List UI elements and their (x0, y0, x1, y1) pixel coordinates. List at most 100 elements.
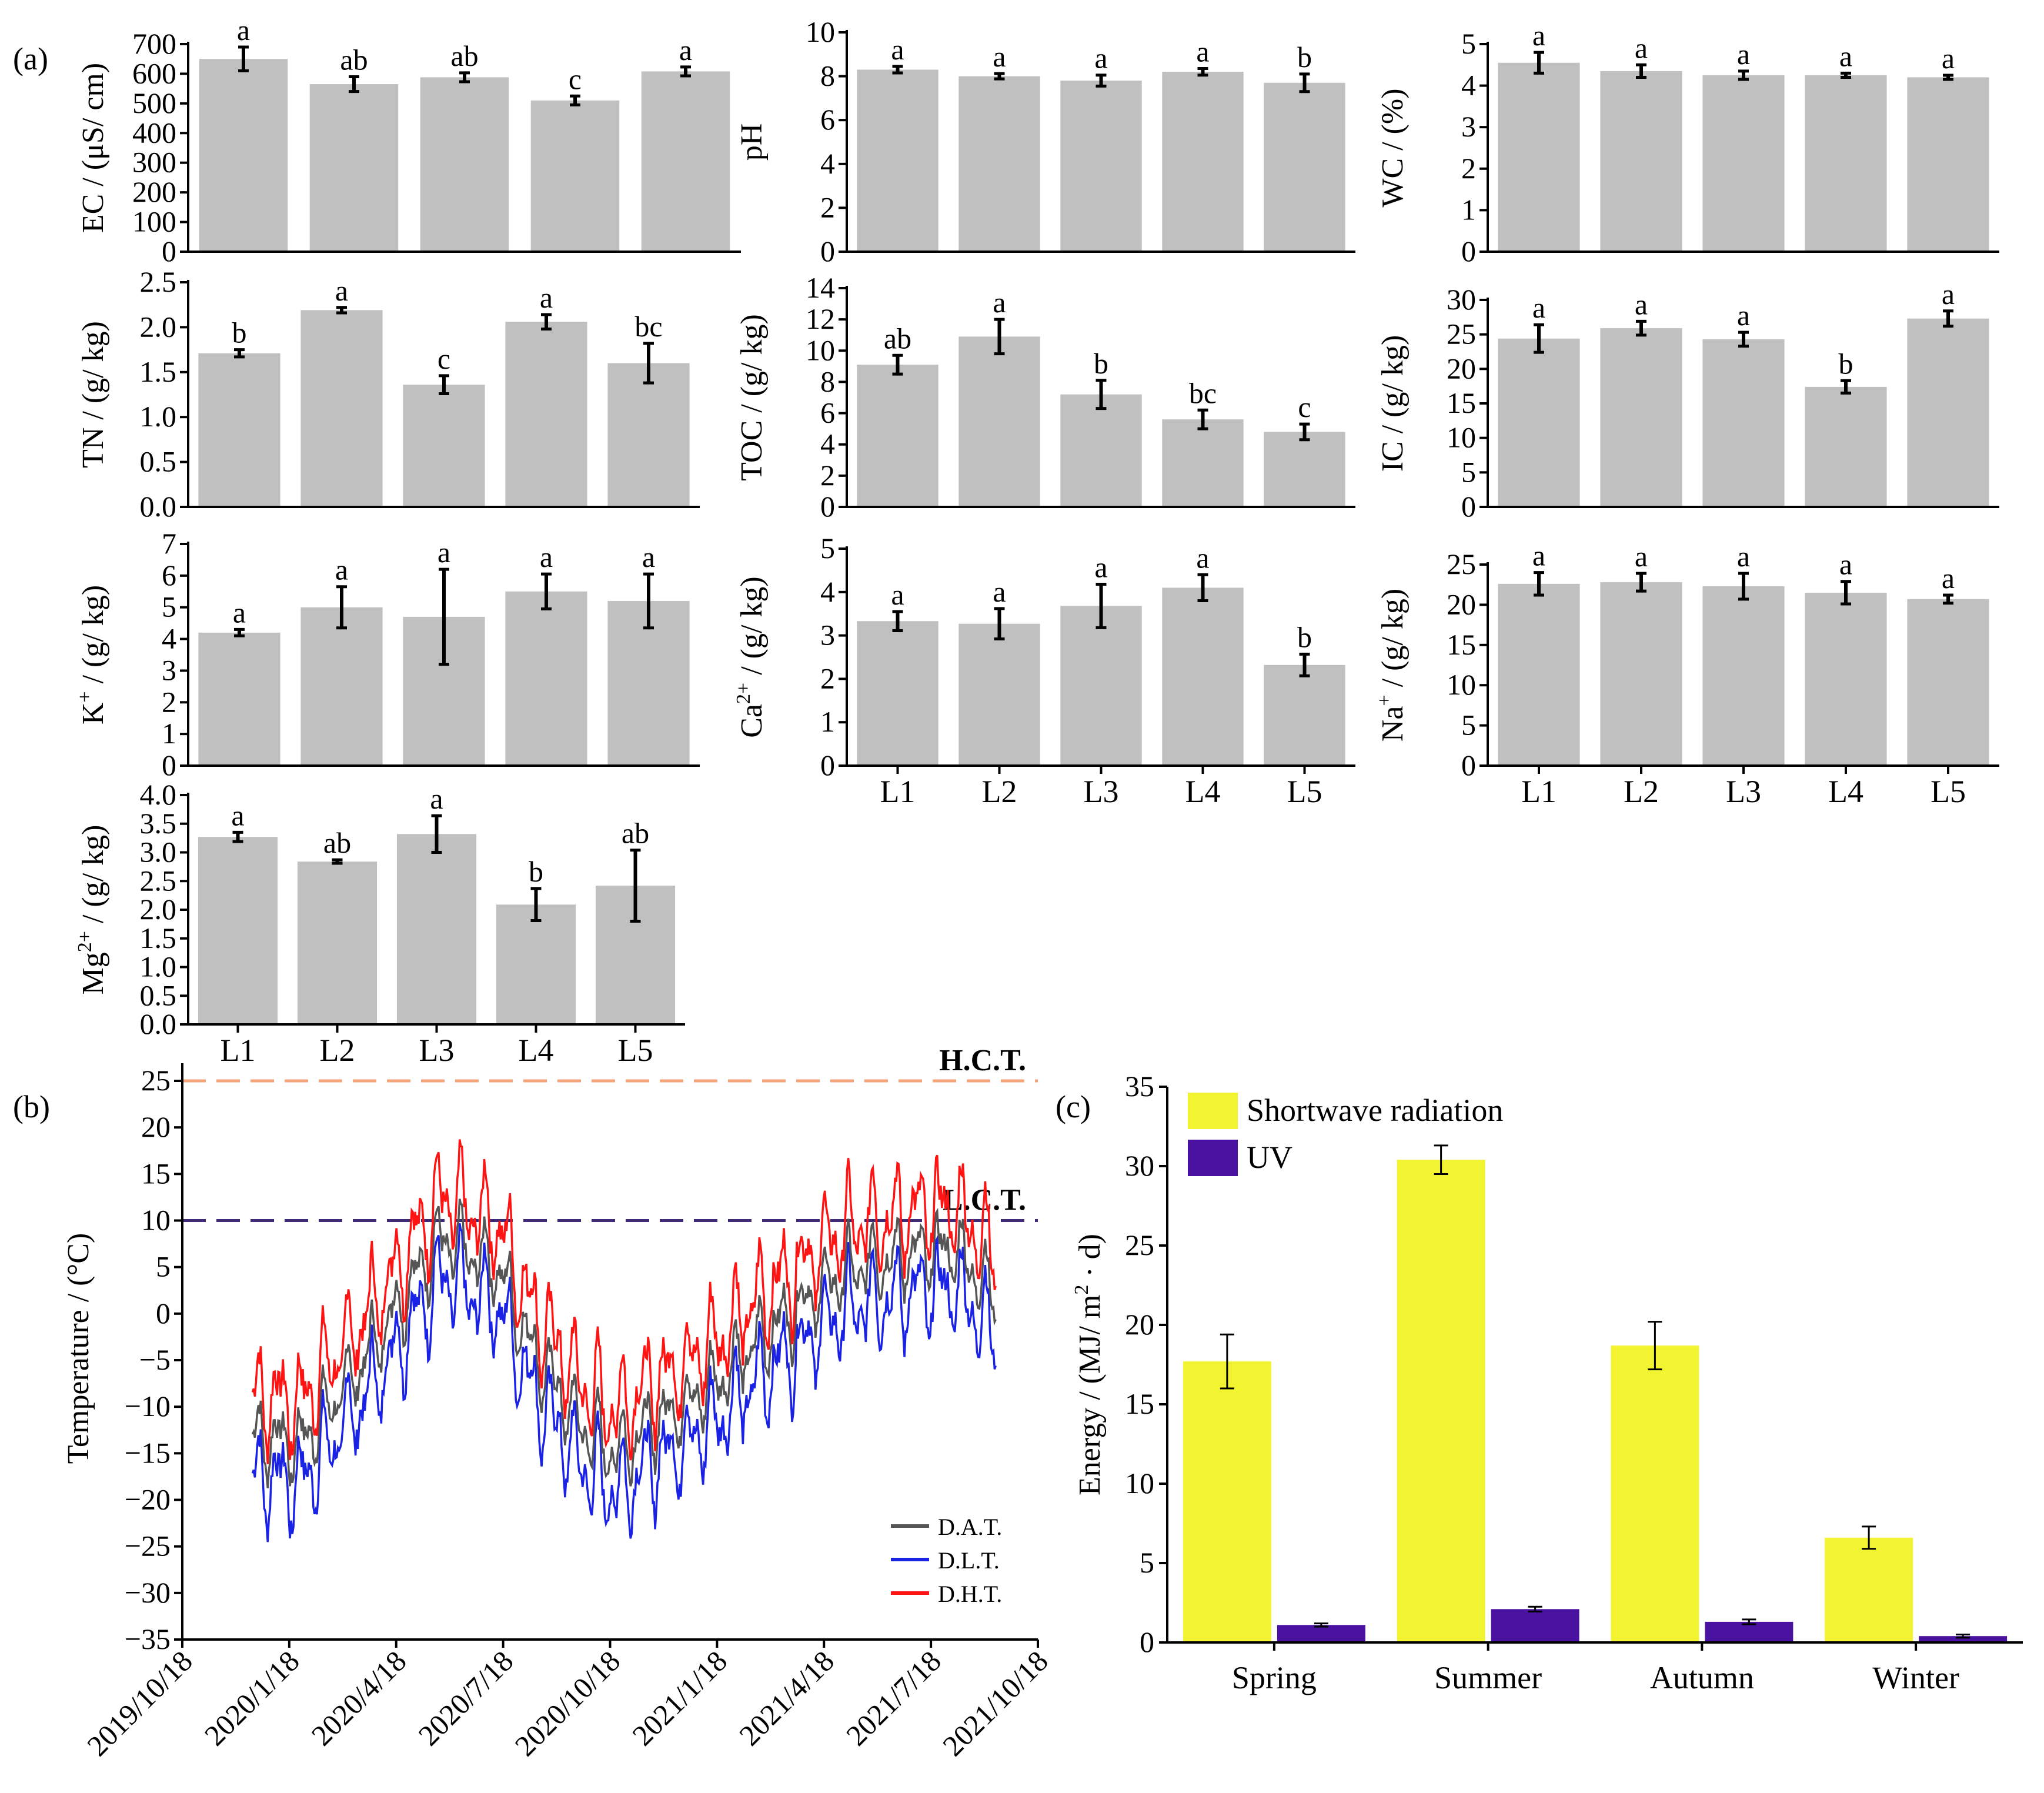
y-tick-label-Ca: 4 (820, 575, 835, 608)
y-tick-label-EC: 600 (132, 56, 176, 89)
y-tick-label-temperature: 0 (156, 1297, 171, 1330)
threshold-label-H.C.T.: H.C.T. (939, 1044, 1026, 1077)
y-tick-label-Na: 20 (1447, 587, 1476, 620)
y-axis-label: WC / (%) (1376, 88, 1410, 207)
y-tick-label-temperature: 15 (141, 1157, 171, 1190)
y-tick-label-TOC: 6 (820, 396, 835, 429)
panel-label-a: (a) (13, 41, 48, 76)
significance-letter-K-L1: a (233, 596, 246, 629)
y-tick-label-TOC: 14 (806, 271, 835, 304)
y-tick-label-EC: 100 (132, 205, 176, 238)
y-tick-label-Mg: 0.5 (140, 979, 177, 1011)
y-tick-label-IC: 15 (1447, 386, 1476, 419)
y-tick-label-TOC: 12 (806, 302, 835, 335)
significance-letter-WC-L5: a (1942, 42, 1955, 75)
y-tick-label-pH: 4 (820, 147, 835, 180)
x-tick-label-Na-L5: L5 (1931, 774, 1966, 809)
subplot-Mg: a L1 ab L2 a L3 b L4 ab L5 0.00.51.01.52.02.53.03.… (74, 778, 685, 1068)
bar-pH-L3 (1060, 81, 1142, 252)
y-tick-label-EC: 0 (162, 235, 176, 268)
significance-letter-IC-L4: b (1839, 347, 1853, 380)
significance-letter-Ca-L4: a (1196, 541, 1209, 574)
y-tick-label-EC: 400 (132, 116, 176, 149)
bar-EC-L4 (530, 100, 620, 252)
bar-Na-L3 (1702, 586, 1785, 766)
subplot-temperature: H.C.T.L.C.T.−35−30−25−20−15−10−505101520… (62, 1044, 1054, 1762)
y-tick-label-EC: 500 (132, 86, 176, 119)
x-tick-label-Na-L3: L3 (1726, 774, 1761, 809)
significance-letter-TOC-L5: c (1298, 390, 1311, 423)
y-tick-label-Mg: 1.5 (140, 921, 177, 954)
x-tick-label-temperature: 2020/7/18 (412, 1644, 519, 1752)
legend-label-D.A.T.: D.A.T. (938, 1514, 1002, 1540)
y-tick-label-TN: 0.0 (140, 490, 177, 523)
legend-label-UV: UV (1247, 1140, 1292, 1175)
significance-letter-Na-L3: a (1737, 540, 1750, 573)
significance-letter-IC-L2: a (1635, 288, 1648, 320)
y-tick-label-IC: 10 (1447, 421, 1476, 454)
subplot-WC: a a a a a 0 1 2 3 4 5 WC / (%) (1376, 19, 1999, 268)
y-tick-label-IC: 20 (1447, 352, 1476, 385)
bar-Na-L5 (1907, 599, 1989, 766)
y-tick-label-Na: 10 (1447, 668, 1476, 701)
significance-letter-IC-L3: a (1737, 299, 1750, 332)
bar-pH-L4 (1162, 72, 1244, 252)
y-tick-label-temperature: −10 (125, 1390, 171, 1423)
x-tick-label-Summer: Summer (1434, 1660, 1542, 1695)
series-line-D.H.T. (251, 1139, 997, 1464)
significance-letter-K-L5: a (642, 540, 655, 573)
significance-letter-Na-L5: a (1942, 562, 1955, 595)
bar-TOC-L5 (1264, 432, 1345, 507)
y-tick-label-temperature: −25 (125, 1530, 171, 1562)
bar-TN-L4 (505, 322, 587, 507)
y-tick-label-temperature: −20 (125, 1483, 171, 1516)
y-tick-label-temperature: −15 (125, 1436, 171, 1469)
y-tick-label-Mg: 4.0 (140, 778, 177, 811)
x-tick-label-temperature: 2019/10/18 (81, 1644, 199, 1762)
significance-letter-TN-L5: bc (634, 310, 662, 343)
bar-Ca-L1 (857, 621, 938, 766)
significance-letter-EC-L4: c (569, 62, 582, 95)
y-tick-label-IC: 0 (1461, 490, 1476, 523)
y-tick-label-energy: 10 (1125, 1467, 1154, 1500)
series-line-D.A.T. (251, 1198, 997, 1488)
bar-pH-L2 (958, 76, 1040, 252)
y-tick-label-energy: 5 (1140, 1546, 1154, 1579)
y-tick-label-TOC: 4 (820, 428, 835, 460)
significance-letter-Ca-L5: b (1297, 620, 1312, 653)
x-tick-label-temperature: 2021/7/18 (840, 1644, 947, 1752)
y-tick-label-IC: 25 (1447, 318, 1476, 350)
legend-swatch-Shortwave radiation (1188, 1093, 1238, 1129)
y-tick-label-energy: 30 (1125, 1149, 1154, 1182)
significance-letter-TOC-L1: ab (884, 322, 911, 355)
subplot-energy: Spring Summer Autumn Winter 0 5 10 15 20 25 30 35 En… (1071, 1070, 2023, 1695)
bar-Mg-L3 (396, 834, 477, 1024)
bar-Ca-L2 (958, 623, 1040, 766)
significance-letter-Mg-L4: b (529, 855, 543, 888)
bar-Shortwave radiation-Autumn (1611, 1345, 1699, 1642)
y-tick-label-TN: 2.5 (140, 265, 177, 298)
y-tick-label-TOC: 0 (820, 490, 835, 523)
y-tick-label-WC: 0 (1461, 235, 1476, 268)
y-tick-label-TN: 1.0 (140, 400, 177, 433)
bar-Shortwave radiation-Winter (1825, 1537, 1913, 1642)
significance-letter-EC-L1: a (237, 14, 250, 46)
significance-letter-WC-L1: a (1532, 19, 1545, 52)
bar-WC-L4 (1805, 75, 1887, 252)
y-tick-label-K: 6 (162, 559, 176, 592)
y-tick-label-K: 3 (162, 653, 176, 686)
bar-Mg-L4 (496, 904, 576, 1024)
x-tick-label-Mg-L3: L3 (419, 1033, 455, 1068)
y-tick-label-energy: 20 (1125, 1308, 1154, 1341)
x-tick-label-temperature: 2021/10/18 (936, 1644, 1054, 1762)
bar-WC-L1 (1498, 62, 1580, 252)
bar-Mg-L1 (198, 837, 278, 1024)
bar-Ca-L5 (1264, 665, 1345, 766)
y-tick-label-Mg: 2.5 (140, 864, 177, 897)
bar-TOC-L2 (958, 336, 1040, 507)
y-tick-label-TN: 0.5 (140, 445, 177, 478)
